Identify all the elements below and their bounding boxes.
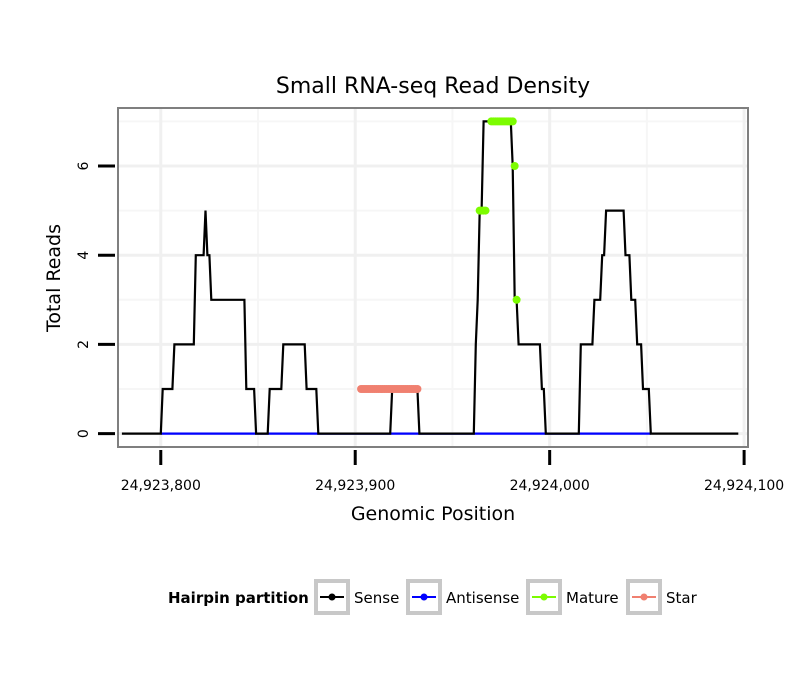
y-axis: 0 2 4 6	[76, 161, 115, 438]
legend-key-dot	[420, 593, 428, 601]
star-point	[413, 385, 422, 394]
legend-key-dot	[640, 593, 648, 601]
y-tick-label: 0	[76, 429, 92, 438]
mature-point	[512, 295, 521, 304]
mature-point	[510, 161, 519, 170]
star-series	[357, 385, 422, 394]
legend: Hairpin partition Sense Antisense Mature St…	[168, 579, 698, 615]
y-tick-label: 4	[76, 251, 92, 260]
legend-label: Antisense	[446, 589, 519, 607]
x-tick-label: 24,924,100	[704, 478, 784, 494]
mature-point	[481, 206, 490, 215]
legend-key-dot	[540, 593, 548, 601]
legend-title: Hairpin partition	[168, 589, 309, 607]
legend-label: Mature	[566, 589, 619, 607]
y-tick-label: 6	[76, 161, 92, 170]
plot-border	[117, 107, 749, 448]
mature-point	[508, 117, 517, 126]
y-tick-label: 2	[76, 340, 92, 349]
legend-label: Sense	[354, 589, 399, 607]
legend-key-dot	[328, 593, 336, 601]
plot-panel	[118, 108, 748, 447]
x-axis-title: Genomic Position	[351, 503, 515, 525]
legend-label: Star	[666, 589, 698, 607]
x-tick-label: 24,923,800	[121, 478, 201, 494]
chart-title: Small RNA-seq Read Density	[276, 74, 590, 99]
mature-series	[475, 117, 521, 304]
x-tick-label: 24,923,900	[315, 478, 395, 494]
y-axis-title: Total Reads	[43, 224, 65, 333]
x-axis: 24,923,800 24,923,900 24,924,000 24,924,100	[121, 450, 784, 494]
x-tick-label: 24,924,000	[510, 478, 590, 494]
